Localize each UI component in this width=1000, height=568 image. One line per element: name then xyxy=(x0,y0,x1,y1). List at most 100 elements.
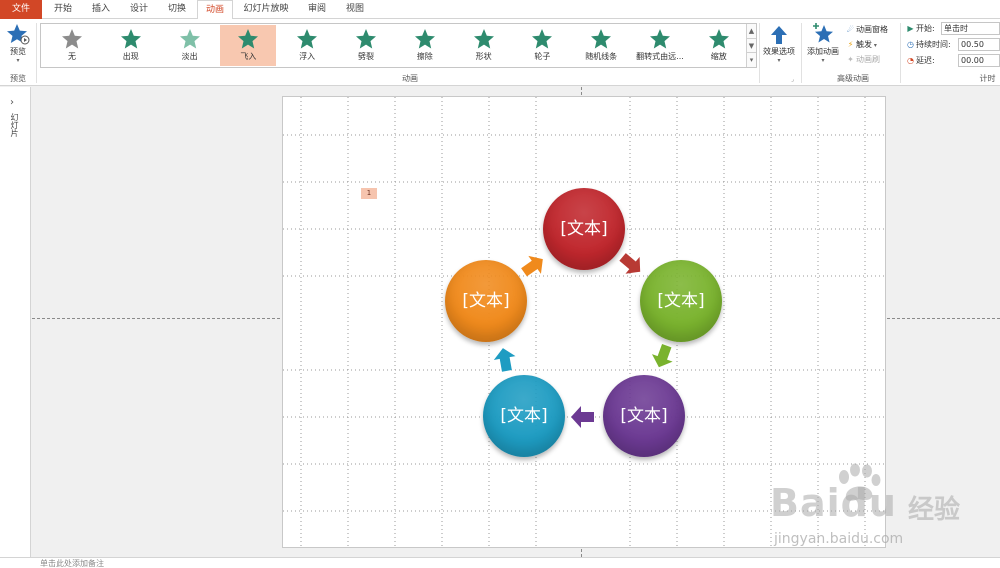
slide-canvas[interactable]: 1 [文本] [文本] [文本] [文本] [文本] xyxy=(282,96,886,548)
ribbon-tab-bar: 文件 开始 插入 设计 切换 动画 幻灯片放映 审阅 视图 xyxy=(0,0,1000,20)
animation-pane-icon: ☄ xyxy=(846,25,855,34)
anim-fade-label: 淡出 xyxy=(181,52,198,61)
group-divider xyxy=(801,23,802,83)
anim-random-bars-button[interactable]: 随机线条 xyxy=(573,25,629,66)
group-label-animation: 动画 xyxy=(402,74,418,83)
anim-appear-label: 出现 xyxy=(122,52,139,61)
anim-grow-turn-button[interactable]: 翻转式由远... xyxy=(632,25,688,66)
anim-float-in-button[interactable]: 浮入 xyxy=(279,25,335,66)
cycle-circle-left[interactable]: [文本] xyxy=(445,260,527,342)
watermark-url: jingyan.baidu.com xyxy=(774,531,904,547)
lightning-icon: ⚡ xyxy=(847,40,854,49)
tab-animations[interactable]: 动画 xyxy=(197,0,233,20)
effect-options-button[interactable]: 效果选项 ▾ xyxy=(760,24,798,64)
tab-view[interactable]: 视图 xyxy=(345,4,364,14)
cycle-circle-top[interactable]: [文本] xyxy=(543,188,625,270)
anim-appear-star-icon xyxy=(120,29,141,49)
anim-fly-in-button[interactable]: 飞入 xyxy=(220,25,277,66)
anim-appear-button[interactable]: 出现 xyxy=(103,25,159,66)
group-divider xyxy=(36,23,37,83)
anim-zoom-star-icon xyxy=(708,29,729,49)
gallery-scroll-down-icon[interactable]: ▼ xyxy=(746,38,756,52)
animation-painter-label: 动画刷 xyxy=(856,55,880,64)
anim-random-bars-label: 随机线条 xyxy=(585,52,618,61)
anim-wheel-star-icon xyxy=(532,29,553,49)
anim-shape-label: 形状 xyxy=(475,52,492,61)
anim-wipe-button[interactable]: 擦除 xyxy=(397,25,453,66)
tab-design[interactable]: 设计 xyxy=(129,4,148,14)
delay-clock-icon: ◔ xyxy=(907,56,914,65)
duration-row: ◷ 持续时间: xyxy=(905,38,951,52)
start-select[interactable]: 单击时 xyxy=(941,22,1000,35)
cycle-arrow-bottom-left-to-left[interactable] xyxy=(491,346,519,374)
duration-input[interactable]: 00.50 xyxy=(958,38,1000,51)
anim-zoom-label: 缩放 xyxy=(710,52,727,61)
trigger-button[interactable]: ⚡ 触发 ▾ xyxy=(845,38,877,52)
anim-split-button[interactable]: 劈裂 xyxy=(338,25,394,66)
chevron-down-icon: ▾ xyxy=(872,42,877,49)
tab-file[interactable]: 文件 xyxy=(0,0,42,19)
expand-chevron-icon[interactable]: › xyxy=(10,97,14,108)
trigger-label: 触发 xyxy=(856,40,872,49)
anim-fade-button[interactable]: 淡出 xyxy=(162,25,218,66)
cycle-circle-bottom-right[interactable]: [文本] xyxy=(603,375,685,457)
notes-placeholder[interactable]: 单击此处添加备注 xyxy=(40,559,104,568)
anim-grow-turn-star-icon xyxy=(650,29,670,49)
anim-none-button[interactable]: 无 xyxy=(44,25,100,66)
anim-shape-button[interactable]: 形状 xyxy=(456,25,512,66)
anim-fly-in-label: 飞入 xyxy=(240,52,257,61)
clock-icon: ◷ xyxy=(907,40,914,49)
tab-transitions[interactable]: 切换 xyxy=(167,4,186,14)
group-divider xyxy=(759,23,760,83)
painter-brush-icon: ✦ xyxy=(847,55,854,64)
tab-slideshow[interactable]: 幻灯片放映 xyxy=(243,4,289,14)
anim-split-star-icon xyxy=(356,29,376,49)
slides-panel-label[interactable]: 幻灯片 xyxy=(10,113,19,137)
cycle-arrow-bottom-right-to-bottom-left[interactable] xyxy=(569,403,597,431)
notes-bar[interactable]: 单击此处添加备注 xyxy=(0,557,1000,568)
tab-review[interactable]: 审阅 xyxy=(307,4,326,14)
chevron-down-icon: ▾ xyxy=(16,57,20,64)
arrow-up-icon xyxy=(771,26,787,44)
animation-painter-button[interactable]: ✦ 动画刷 xyxy=(845,53,880,67)
gallery-more-icon[interactable]: ▾ xyxy=(746,52,756,67)
chevron-down-icon: ▾ xyxy=(821,57,825,64)
dialog-launcher-icon[interactable]: ⌟ xyxy=(791,76,794,83)
add-animation-star-icon xyxy=(813,23,833,43)
anim-random-bars-star-icon xyxy=(591,29,612,49)
delay-row: ◔ 延迟: xyxy=(905,54,935,68)
watermark-brand-cn: 经验 xyxy=(908,495,961,525)
duration-label: 持续时间: xyxy=(916,40,951,49)
play-icon: ▶ xyxy=(907,24,914,33)
tab-insert[interactable]: 插入 xyxy=(91,4,110,14)
anim-wheel-button[interactable]: 轮子 xyxy=(514,25,570,66)
gridlines xyxy=(283,97,885,547)
animation-pane-label: 动画窗格 xyxy=(856,25,888,34)
cycle-arrow-left-to-top[interactable] xyxy=(519,252,547,280)
start-label: 开始: xyxy=(916,24,935,33)
group-label-preview: 预览 xyxy=(10,74,26,83)
group-divider xyxy=(900,23,901,83)
anim-grow-turn-label: 翻转式由远... xyxy=(636,52,684,61)
add-animation-button[interactable]: 添加动画 ▾ xyxy=(803,22,843,64)
anim-wipe-star-icon xyxy=(414,29,435,49)
group-label-advanced-animation: 高级动画 xyxy=(837,74,869,83)
preview-button[interactable]: 预览 ▾ xyxy=(3,22,33,64)
anim-none-label: 无 xyxy=(68,52,76,61)
animation-order-tag[interactable]: 1 xyxy=(361,188,377,199)
delay-label: 延迟: xyxy=(916,56,935,65)
group-label-timing: 计时 xyxy=(979,74,996,83)
gallery-scroll-up-icon[interactable]: ▲ xyxy=(746,24,756,38)
preview-label: 预览 xyxy=(10,47,26,56)
tab-home[interactable]: 开始 xyxy=(53,4,72,14)
anim-float-in-label: 浮入 xyxy=(299,52,316,61)
animation-pane-button[interactable]: ☄ 动画窗格 xyxy=(845,23,888,37)
cycle-circle-right[interactable]: [文本] xyxy=(640,260,722,342)
chevron-down-icon: ▾ xyxy=(777,57,781,64)
anim-wipe-label: 擦除 xyxy=(416,52,433,61)
cycle-arrow-top-to-right[interactable] xyxy=(617,250,645,278)
cycle-arrow-right-to-bottom-right[interactable] xyxy=(649,342,677,370)
cycle-circle-bottom-left[interactable]: [文本] xyxy=(483,375,565,457)
anim-zoom-button[interactable]: 缩放 xyxy=(691,25,747,66)
delay-input[interactable]: 00.00 xyxy=(958,54,1000,67)
